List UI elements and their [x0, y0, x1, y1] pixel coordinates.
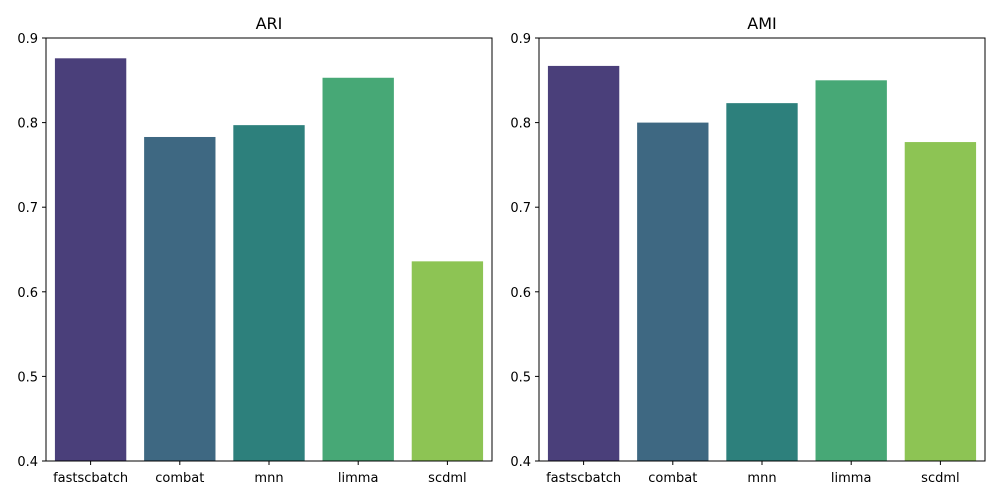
y-tick-label: 0.7: [510, 201, 531, 216]
x-tick-label: fastscbatch: [53, 471, 128, 486]
plot-frame: [538, 37, 986, 462]
x-tick-label: mnn: [254, 471, 283, 486]
x-tick-label: scdml: [921, 471, 959, 486]
y-tick-label: 0.6: [510, 286, 531, 301]
y-tick-label: 0.9: [17, 32, 38, 47]
bar-fastscbatch: [547, 65, 620, 461]
x-tick-label: limma: [831, 471, 872, 486]
bar-mnn: [233, 125, 305, 461]
x-tick-label: fastscbatch: [546, 471, 621, 486]
y-tick-label: 0.8: [510, 117, 531, 132]
x-tick-label: combat: [648, 471, 697, 486]
chart-panel-2: AMI fastscbatch combat mnn limma scdml 0.4 0.5 0…: [510, 14, 986, 486]
bar-combat: [144, 136, 216, 461]
bar-limma: [322, 77, 394, 462]
y-tick-label: 0.5: [510, 370, 531, 385]
y-tick-label: 0.4: [17, 455, 38, 470]
x-tick-label: scdml: [428, 471, 466, 486]
bar-mnn: [726, 103, 798, 461]
chart-title: ARI: [256, 14, 283, 33]
bar-limma: [815, 80, 887, 462]
x-tick-label: limma: [338, 471, 379, 486]
x-tick-label: mnn: [747, 471, 776, 486]
bar-fastscbatch: [54, 58, 127, 461]
chart-panel-1: ARI fastscbatch combat mnn limma scdml 0.4 0.5 0…: [17, 14, 493, 486]
y-tick-label: 0.6: [17, 286, 38, 301]
x-tick-label: combat: [155, 471, 204, 486]
y-tick-label: 0.9: [510, 32, 531, 47]
y-tick-label: 0.8: [17, 117, 38, 132]
y-tick-label: 0.5: [17, 370, 38, 385]
plot-frame: [45, 37, 493, 462]
y-tick-label: 0.7: [17, 201, 38, 216]
y-tick-label: 0.4: [510, 455, 531, 470]
bar-scdml: [411, 261, 484, 461]
bar-scdml: [904, 142, 977, 462]
bar-combat: [637, 122, 709, 461]
chart-title: AMI: [747, 14, 776, 33]
